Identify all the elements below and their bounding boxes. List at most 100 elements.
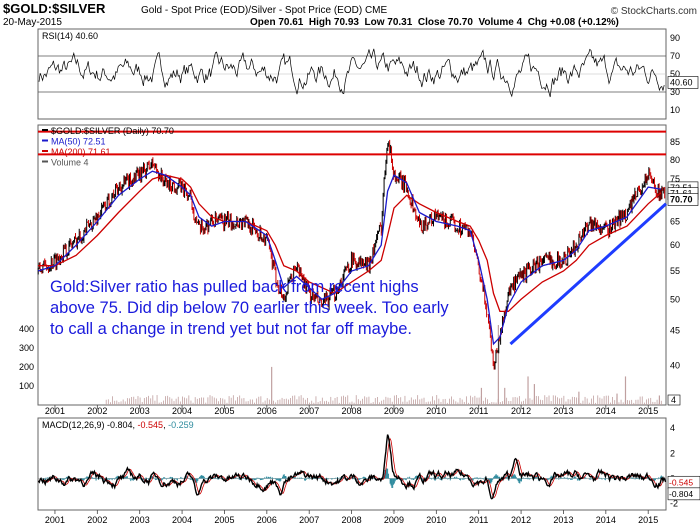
rsi-last-value: 40.60: [670, 77, 693, 87]
volume-bar: [135, 399, 137, 405]
year-axis-top-label: 2009: [384, 406, 404, 416]
volume-bar: [552, 395, 554, 405]
volume-bar: [379, 402, 380, 405]
year-axis-bottom-label: 2012: [511, 515, 531, 525]
volume-bar: [622, 402, 624, 405]
volume-bar: [595, 402, 597, 405]
year-axis-bottom-label: 2015: [638, 515, 658, 525]
volume-bar: [493, 402, 495, 405]
volume-bar: [224, 399, 226, 405]
volume-bar: [347, 395, 349, 405]
macd-line: [37, 434, 667, 500]
volume-bar: [222, 398, 224, 405]
volume-bar: [459, 397, 461, 405]
volume-bar: [370, 402, 372, 405]
volume-bar: [654, 402, 656, 405]
volume-bar: [141, 402, 143, 405]
volume-bar: [474, 395, 476, 405]
year-axis-top-label: 2013: [553, 406, 573, 416]
volume-bar: [463, 401, 465, 405]
volume-bar: [631, 399, 633, 405]
volume-bar: [618, 402, 620, 405]
support-trendline: [509, 202, 668, 346]
volume-bar: [629, 400, 630, 405]
annotation-line-3: to call a change in trend yet but not fa…: [50, 320, 413, 338]
volume-bar: [196, 398, 198, 405]
year-axis-bottom-label: 2009: [384, 515, 404, 525]
volume-last-value: 4: [671, 395, 676, 405]
price-tick-label: 55: [670, 266, 680, 276]
volume-bar: [470, 395, 472, 405]
volume-bar: [495, 402, 497, 405]
year-axis-bottom-label: 2002: [87, 515, 107, 525]
volume-bar: [175, 398, 177, 405]
volume-bar: [633, 402, 635, 405]
volume-bar: [226, 402, 228, 405]
volume-bar: [485, 397, 486, 405]
year-axis-top-label: 2007: [299, 406, 319, 416]
volume-bar: [146, 397, 147, 405]
volume-bar: [275, 402, 277, 405]
macd-last-box: [667, 487, 700, 501]
year-axis-top-label: 2014: [596, 406, 616, 416]
volume-bar: [156, 395, 158, 405]
volume-bar: [660, 400, 662, 405]
volume-bar: [345, 396, 347, 405]
volume-bar: [465, 396, 467, 405]
volume-bar: [133, 396, 135, 405]
volume-bar: [150, 398, 152, 405]
volume-bar: [582, 400, 584, 405]
volume-bar: [499, 402, 501, 405]
volume-bar: [404, 395, 406, 405]
volume-bar: [239, 395, 241, 405]
year-axis-top-label: 2006: [257, 406, 277, 416]
volume-bar-1: [271, 366, 273, 405]
volume-bar: [624, 400, 626, 405]
volume-bar: [340, 396, 342, 405]
volume-bar: [535, 395, 537, 405]
volume-bar: [116, 400, 118, 405]
volume-bar: [131, 396, 133, 405]
volume-bar: [590, 398, 592, 405]
volume-bar: [652, 401, 654, 405]
volume-bar: [455, 401, 457, 405]
price-tick-label: 50: [670, 294, 680, 304]
volume-bar: [557, 397, 558, 405]
chart-symbol: $GOLD:$SILVER: [3, 1, 106, 16]
price-tick-label: 80: [670, 155, 680, 165]
volume-bar: [277, 400, 279, 405]
volume-bar-3: [497, 325, 499, 405]
volume-bar: [205, 402, 207, 405]
volume-bar: [429, 401, 431, 405]
volume-bar: [211, 396, 213, 405]
volume-bar: [129, 398, 130, 405]
volume-bar: [326, 400, 327, 405]
volume-bar: [415, 399, 416, 405]
volume-bar: [279, 399, 281, 405]
volume-bar: [593, 395, 594, 405]
annotation-text: Gold:Silver ratio has pulled back from r…: [50, 277, 470, 340]
volume-bar: [381, 400, 383, 405]
volume-bar: [612, 396, 613, 405]
macd-legend-hist: -0.259: [168, 420, 194, 430]
macd-panel-frame: [37, 417, 667, 511]
volume-bar: [364, 396, 366, 405]
volume-bar: [421, 398, 423, 405]
chart-ohlc: Open 70.61 High 70.93 Low 70.31 Close 70…: [250, 17, 619, 28]
volume-bar: [514, 396, 516, 405]
macd-legend: MACD(12,26,9) -0.804, -0.545, -0.259: [42, 420, 194, 430]
year-axis-bottom-label: 2010: [426, 515, 446, 525]
volume-bar: [245, 401, 247, 405]
volume-bar: [192, 402, 194, 405]
volume-bar: [294, 395, 296, 405]
volume-bar: [516, 397, 518, 405]
volume-bar: [521, 401, 522, 405]
rsi-tick-label: 90: [670, 33, 680, 43]
volume-bar: [220, 397, 222, 405]
year-axis-bottom-label: 2011: [469, 515, 488, 525]
price-legend-swatch-3: [42, 150, 48, 152]
volume-bar: [338, 402, 340, 405]
year-axis-top-label: 2001: [45, 406, 65, 416]
rsi-tick-label: 30: [670, 87, 680, 97]
volume-bar: [377, 397, 378, 405]
